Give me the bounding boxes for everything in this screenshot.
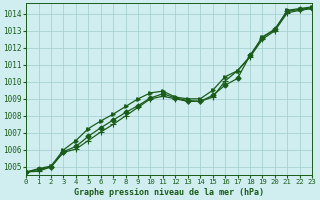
X-axis label: Graphe pression niveau de la mer (hPa): Graphe pression niveau de la mer (hPa): [74, 188, 264, 197]
